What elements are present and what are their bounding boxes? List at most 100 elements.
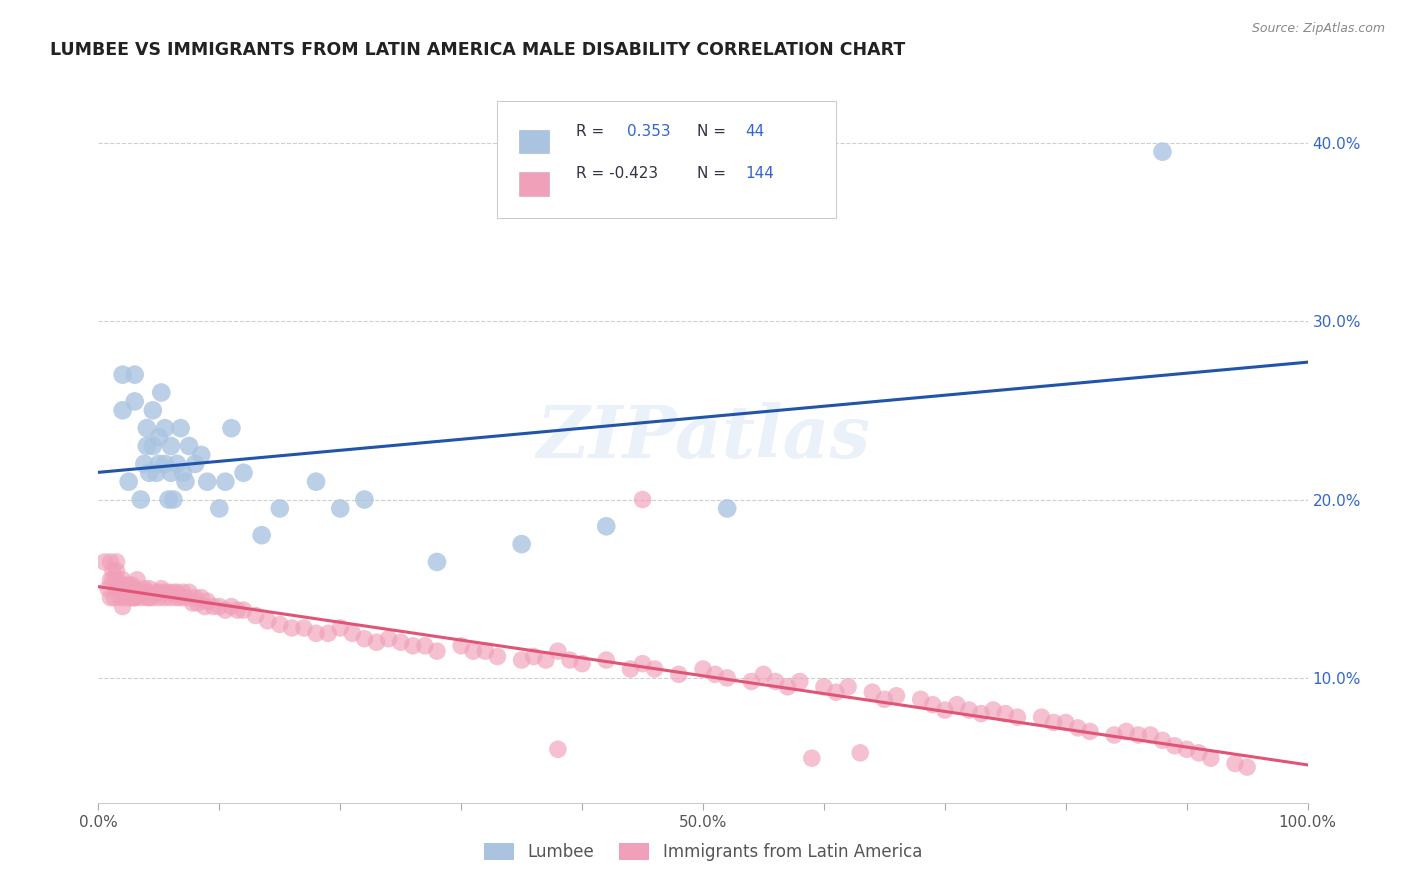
Point [269,501,291,516]
Point [1152,733,1174,747]
Point [135,439,157,453]
Point [100,573,122,587]
Point [825,685,848,699]
Point [160,466,183,480]
Point [426,555,449,569]
Text: ZIPatlas: ZIPatlas [536,401,870,473]
Point [474,644,496,658]
Point [124,368,146,382]
Point [124,591,146,605]
Point [413,639,436,653]
Point [214,603,236,617]
Point [121,585,143,599]
Point [934,703,956,717]
Point [153,585,176,599]
Point [190,591,212,605]
Point [226,603,249,617]
Point [153,457,176,471]
Point [135,585,157,599]
Point [342,626,364,640]
Point [105,555,128,569]
Point [114,578,136,592]
Point [353,632,375,646]
Point [202,599,225,614]
Point [174,591,197,605]
Text: 0.353: 0.353 [627,124,671,139]
Point [162,492,184,507]
Point [232,603,254,617]
Point [108,591,131,605]
Point [129,591,152,605]
FancyBboxPatch shape [498,101,837,218]
Point [800,751,823,765]
Point [631,657,654,671]
Legend: Lumbee, Immigrants from Latin America: Lumbee, Immigrants from Latin America [478,836,928,868]
Point [208,599,231,614]
Point [813,680,835,694]
Point [1031,710,1053,724]
Point [121,591,143,605]
FancyBboxPatch shape [519,129,550,153]
Text: R = -0.423: R = -0.423 [576,166,658,181]
Point [981,703,1004,717]
Point [704,667,727,681]
Point [305,626,328,640]
Point [366,635,388,649]
Point [134,457,156,471]
Point [138,466,160,480]
Point [510,653,533,667]
Point [523,649,546,664]
Point [134,582,156,596]
Point [142,403,165,417]
Point [1223,756,1246,771]
Point [329,621,352,635]
Point [124,394,146,409]
Point [1128,728,1150,742]
Point [111,403,134,417]
Point [849,746,872,760]
Point [1042,715,1064,730]
Point [114,585,136,599]
Point [148,591,170,605]
Point [111,573,134,587]
Point [129,492,152,507]
Point [250,528,273,542]
Point [837,680,859,694]
Point [100,591,122,605]
Point [118,475,141,489]
Point [166,457,188,471]
Point [281,621,304,635]
Point [886,689,908,703]
Point [148,585,170,599]
Point [174,475,197,489]
Point [789,674,811,689]
Point [353,492,375,507]
Point [101,564,124,578]
Point [534,653,557,667]
Point [150,582,173,596]
Point [101,573,124,587]
Point [135,421,157,435]
Point [166,591,188,605]
Point [1163,739,1185,753]
Point [105,582,128,596]
Point [145,466,167,480]
Point [402,639,425,653]
Point [316,626,339,640]
Point [765,674,787,689]
Point [166,585,188,599]
Text: N =: N = [697,124,731,139]
Text: Source: ZipAtlas.com: Source: ZipAtlas.com [1251,22,1385,36]
Point [256,614,278,628]
Point [1007,710,1029,724]
Point [135,591,157,605]
Point [668,667,690,681]
Point [994,706,1017,721]
Point [169,591,191,605]
FancyBboxPatch shape [519,172,550,195]
Point [752,667,775,681]
Point [153,591,176,605]
Point [595,519,617,533]
Point [169,421,191,435]
Point [111,599,134,614]
